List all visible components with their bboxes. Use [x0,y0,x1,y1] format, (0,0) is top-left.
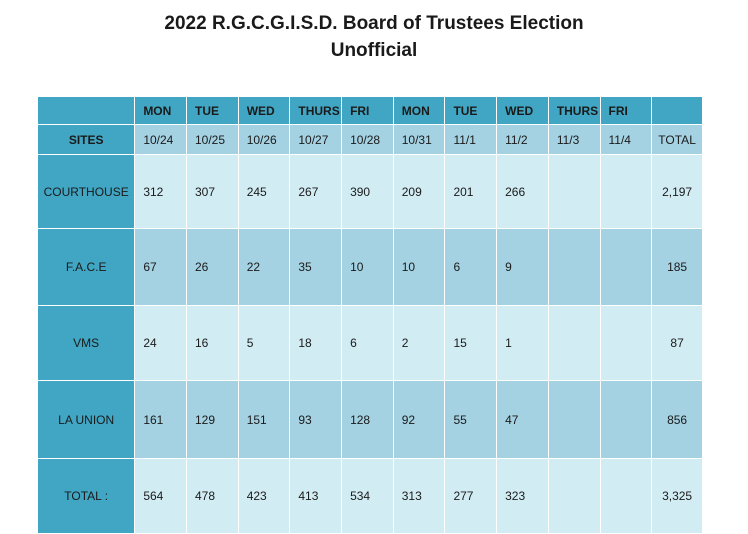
table-row: LA UNION 161 129 151 93 128 92 55 47 856 [36,380,703,459]
vote-count: 10 [392,228,446,306]
date-header-row: SITES 10/24 10/25 10/26 10/27 10/28 10/3… [36,124,703,155]
weekday-header: WED [237,96,291,125]
site-name: VMS [36,305,136,381]
date-header: 10/26 [237,124,291,155]
weekday-header: FRI [341,96,394,125]
date-header: 11/4 [599,124,653,155]
vote-count: 47 [496,380,549,459]
vote-count: 390 [341,154,394,229]
date-header: 10/24 [134,124,187,155]
row-total: 87 [651,305,703,381]
vote-count: 1 [496,305,549,381]
date-header: 10/28 [341,124,394,155]
vote-count [547,154,601,229]
weekday-header: THURS [547,96,601,125]
vote-count: 323 [496,458,549,534]
weekday-header: TUE [444,96,498,125]
vote-count [547,228,601,306]
vote-count: 10 [341,228,394,306]
date-header: 10/27 [289,124,343,155]
site-name: TOTAL : [36,458,136,534]
date-header: 10/31 [392,124,446,155]
weekday-header-blank [651,96,703,125]
date-header: 11/1 [444,124,498,155]
table-row: COURTHOUSE 312 307 245 267 390 209 201 2… [36,154,703,229]
weekday-header: TUE [186,96,239,125]
vote-count: 312 [134,154,187,229]
vote-count: 2 [392,305,446,381]
report-title-block: 2022 R.G.C.G.I.S.D. Board of Trustees El… [0,10,748,64]
table-row: VMS 24 16 5 18 6 2 15 1 87 [36,305,703,381]
vote-count: 245 [237,154,291,229]
vote-count [599,380,653,459]
report-subtitle: Unofficial [330,40,418,61]
weekday-header: FRI [599,96,653,125]
sites-header: SITES [36,124,136,155]
vote-count: 413 [289,458,343,534]
vote-count [599,228,653,306]
early-voting-table: MON TUE WED THURS FRI MON TUE WED THURS … [36,96,703,534]
vote-count: 26 [186,228,239,306]
vote-count [599,154,653,229]
vote-count: 55 [444,380,498,459]
site-name: COURTHOUSE [36,154,136,229]
report-title: 2022 R.G.C.G.I.S.D. Board of Trustees El… [164,13,584,34]
vote-count: 129 [186,380,239,459]
vote-count: 5 [237,305,291,381]
vote-count [547,380,601,459]
weekday-header: THURS [289,96,343,125]
site-name: F.A.C.E [36,228,136,306]
date-header: 10/25 [186,124,239,155]
vote-count: 307 [186,154,239,229]
vote-count: 534 [341,458,394,534]
vote-count: 93 [289,380,343,459]
vote-count: 6 [444,228,498,306]
vote-count: 16 [186,305,239,381]
site-name: LA UNION [36,380,136,459]
vote-count: 6 [341,305,394,381]
corner-cell [36,96,136,125]
row-total: 3,325 [651,458,703,534]
vote-count [599,305,653,381]
vote-count: 201 [444,154,498,229]
vote-count: 24 [134,305,187,381]
vote-count: 35 [289,228,343,306]
row-total: 856 [651,380,703,459]
vote-count: 151 [237,380,291,459]
weekday-header-row: MON TUE WED THURS FRI MON TUE WED THURS … [36,96,703,125]
weekday-header: MON [392,96,446,125]
vote-count: 267 [289,154,343,229]
vote-count: 564 [134,458,187,534]
vote-count [599,458,653,534]
grand-total-row: TOTAL : 564 478 423 413 534 313 277 323 … [36,458,703,534]
vote-count: 128 [341,380,394,459]
row-total: 185 [651,228,703,306]
vote-count: 277 [444,458,498,534]
vote-count: 67 [134,228,187,306]
vote-count: 478 [186,458,239,534]
vote-count: 423 [237,458,291,534]
row-total: 2,197 [651,154,703,229]
vote-count: 266 [496,154,549,229]
date-header: 11/3 [547,124,601,155]
vote-count: 15 [444,305,498,381]
vote-count [547,458,601,534]
vote-count: 313 [392,458,446,534]
vote-count: 209 [392,154,446,229]
date-header: 11/2 [496,124,549,155]
vote-count: 92 [392,380,446,459]
vote-count [547,305,601,381]
vote-count: 9 [496,228,549,306]
vote-count: 161 [134,380,187,459]
total-header: TOTAL [651,124,703,155]
vote-count: 22 [237,228,291,306]
weekday-header: WED [496,96,549,125]
weekday-header: MON [134,96,187,125]
vote-count: 18 [289,305,343,381]
table-row: F.A.C.E 67 26 22 35 10 10 6 9 185 [36,228,703,306]
